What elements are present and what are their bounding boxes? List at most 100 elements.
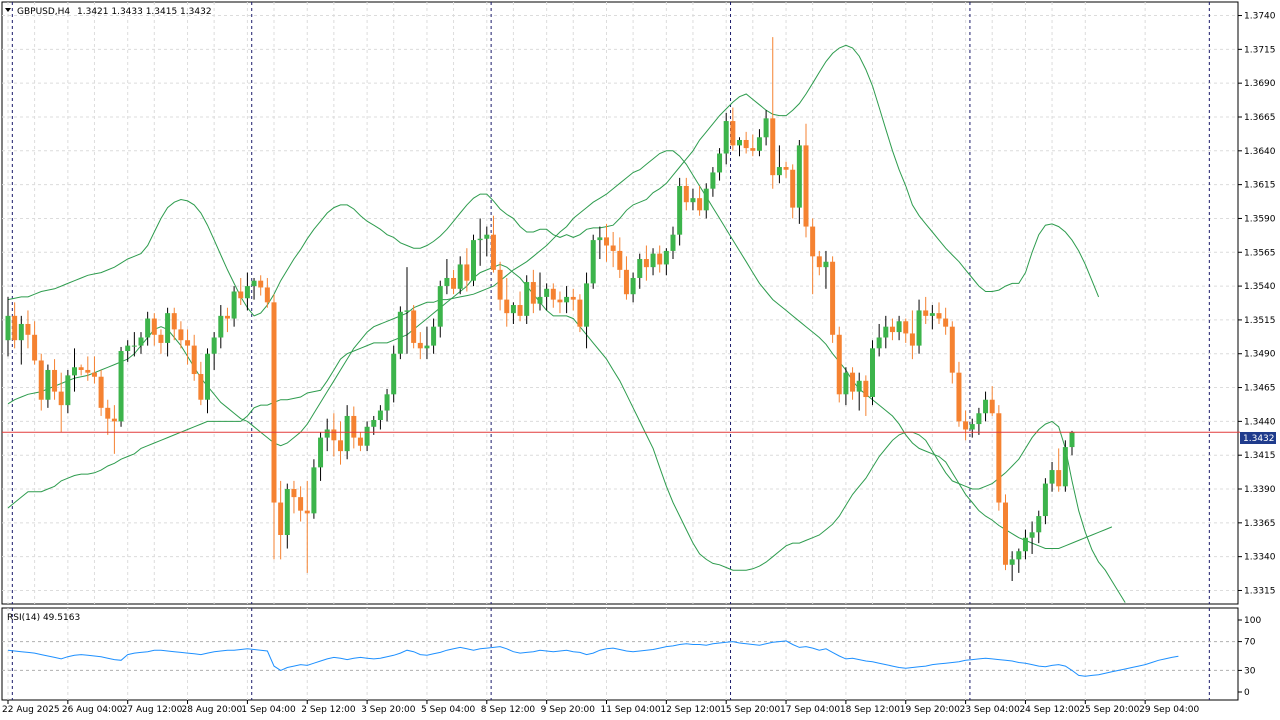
candle-bull xyxy=(723,121,729,154)
candle-bull xyxy=(590,240,596,284)
candle-bear xyxy=(271,302,277,503)
candle-bull xyxy=(823,261,829,268)
candle-bull xyxy=(311,467,317,514)
candle-bear xyxy=(111,418,117,422)
rsi-tick-label: 70 xyxy=(1244,638,1256,648)
price-tick-label: 1.3615 xyxy=(1244,181,1276,191)
candle-bull xyxy=(1062,447,1068,487)
candle-bull xyxy=(484,234,490,239)
price-tick-label: 1.3740 xyxy=(1244,12,1276,22)
rsi-label: RSI(14) 49.5163 xyxy=(7,613,80,623)
candle-bull xyxy=(1029,532,1035,538)
price-axis[interactable]: 1.3740 1.3715 1.3690 1.3665 1.3640 1.3615 1.35… xyxy=(1238,12,1276,597)
candle-bull xyxy=(118,351,124,422)
candle-bull xyxy=(397,311,403,354)
candle-bull xyxy=(876,337,882,349)
candle-bull xyxy=(344,415,350,452)
candle-bull xyxy=(205,353,210,400)
candle-bear xyxy=(530,282,536,304)
candle-bear xyxy=(790,169,796,208)
time-tick-label: 12 Sep 12:00 xyxy=(660,705,720,715)
candle-bull xyxy=(896,321,902,333)
candle-bull xyxy=(763,118,769,138)
candle-bear xyxy=(683,185,689,203)
candle-bear xyxy=(816,256,822,268)
rsi-tick-label: 100 xyxy=(1244,616,1261,626)
price-tick-label: 1.3315 xyxy=(1244,586,1276,596)
candle-bear xyxy=(850,372,856,392)
candle-bear xyxy=(989,399,995,414)
candle-bull xyxy=(969,424,975,430)
candle-bear xyxy=(504,299,510,314)
candlesticks xyxy=(5,37,1075,582)
candle-bull xyxy=(843,372,849,395)
candle-bear xyxy=(610,245,616,251)
candle-bear xyxy=(178,329,184,341)
time-axis[interactable]: 22 Aug 2025 26 Aug 04:00 27 Aug 12:00 28 Au… xyxy=(2,700,1199,715)
current-price-tag xyxy=(1240,432,1276,444)
candle-bull xyxy=(870,348,875,398)
price-tick-label: 1.3665 xyxy=(1244,113,1276,123)
rsi-axis[interactable]: 100 70 30 0 xyxy=(1238,616,1261,698)
collapse-triangle-icon[interactable] xyxy=(5,8,11,12)
candle-bear xyxy=(889,326,895,333)
candle-bear xyxy=(98,376,104,408)
candle-bear xyxy=(730,121,736,146)
candle-bull xyxy=(1049,470,1055,484)
candle-bear xyxy=(1003,502,1008,565)
candle-bear xyxy=(78,367,84,370)
candle-bear xyxy=(570,296,576,300)
candle-bull xyxy=(883,326,889,338)
time-tick-label: 3 Sep 20:00 xyxy=(361,705,416,715)
candle-bull xyxy=(471,240,476,281)
candle-bull xyxy=(211,337,217,354)
candle-bear xyxy=(198,374,204,400)
candle-bear xyxy=(810,226,816,257)
time-tick-label: 27 Aug 12:00 xyxy=(122,705,183,715)
candle-bull xyxy=(564,296,570,303)
candle-bear xyxy=(836,334,842,395)
candle-bull xyxy=(371,420,377,427)
candle-bull xyxy=(457,264,463,289)
time-tick-label: 29 Sep 04:00 xyxy=(1139,705,1199,715)
rsi-pane[interactable] xyxy=(1,607,1239,701)
candle-bull xyxy=(670,234,676,251)
bollinger-lower xyxy=(7,263,1126,603)
candle-bear xyxy=(517,305,523,316)
candle-bear xyxy=(803,145,809,227)
candle-bull xyxy=(929,313,935,316)
candle-bear xyxy=(697,198,703,211)
rsi-series xyxy=(7,640,1179,677)
candle-bull xyxy=(1022,537,1028,552)
candle-bull xyxy=(384,394,390,411)
price-tick-label: 1.3640 xyxy=(1244,147,1276,157)
candle-bull xyxy=(444,277,450,287)
candle-bull xyxy=(404,310,410,312)
candle-bear xyxy=(105,407,111,419)
time-tick-label: 2 Sep 12:00 xyxy=(301,705,356,715)
candle-bear xyxy=(264,287,270,303)
candle-bull xyxy=(318,437,324,468)
candle-bear xyxy=(956,372,962,422)
candle-bear xyxy=(331,429,337,441)
candle-bull xyxy=(1009,559,1015,565)
candle-bear xyxy=(464,264,470,281)
candle-bull xyxy=(597,237,603,241)
price-tick-label: 1.3690 xyxy=(1244,79,1276,89)
time-tick-label: 5 Sep 04:00 xyxy=(421,705,476,715)
price-tick-label: 1.3365 xyxy=(1244,519,1276,529)
candle-bull xyxy=(1036,516,1042,533)
candle-bull xyxy=(5,315,11,341)
candle-bull xyxy=(1016,551,1022,560)
price-tick-label: 1.3715 xyxy=(1244,45,1276,55)
price-tick-label: 1.3465 xyxy=(1244,384,1276,394)
price-tick-label: 1.3340 xyxy=(1244,553,1276,563)
candle-bear xyxy=(903,321,909,334)
price-pane[interactable] xyxy=(1,1,1239,605)
price-tick-label: 1.3390 xyxy=(1244,485,1276,495)
candle-bear xyxy=(943,318,949,327)
candle-bear xyxy=(224,315,230,319)
candle-bear xyxy=(158,334,164,343)
candle-bull xyxy=(677,185,683,235)
